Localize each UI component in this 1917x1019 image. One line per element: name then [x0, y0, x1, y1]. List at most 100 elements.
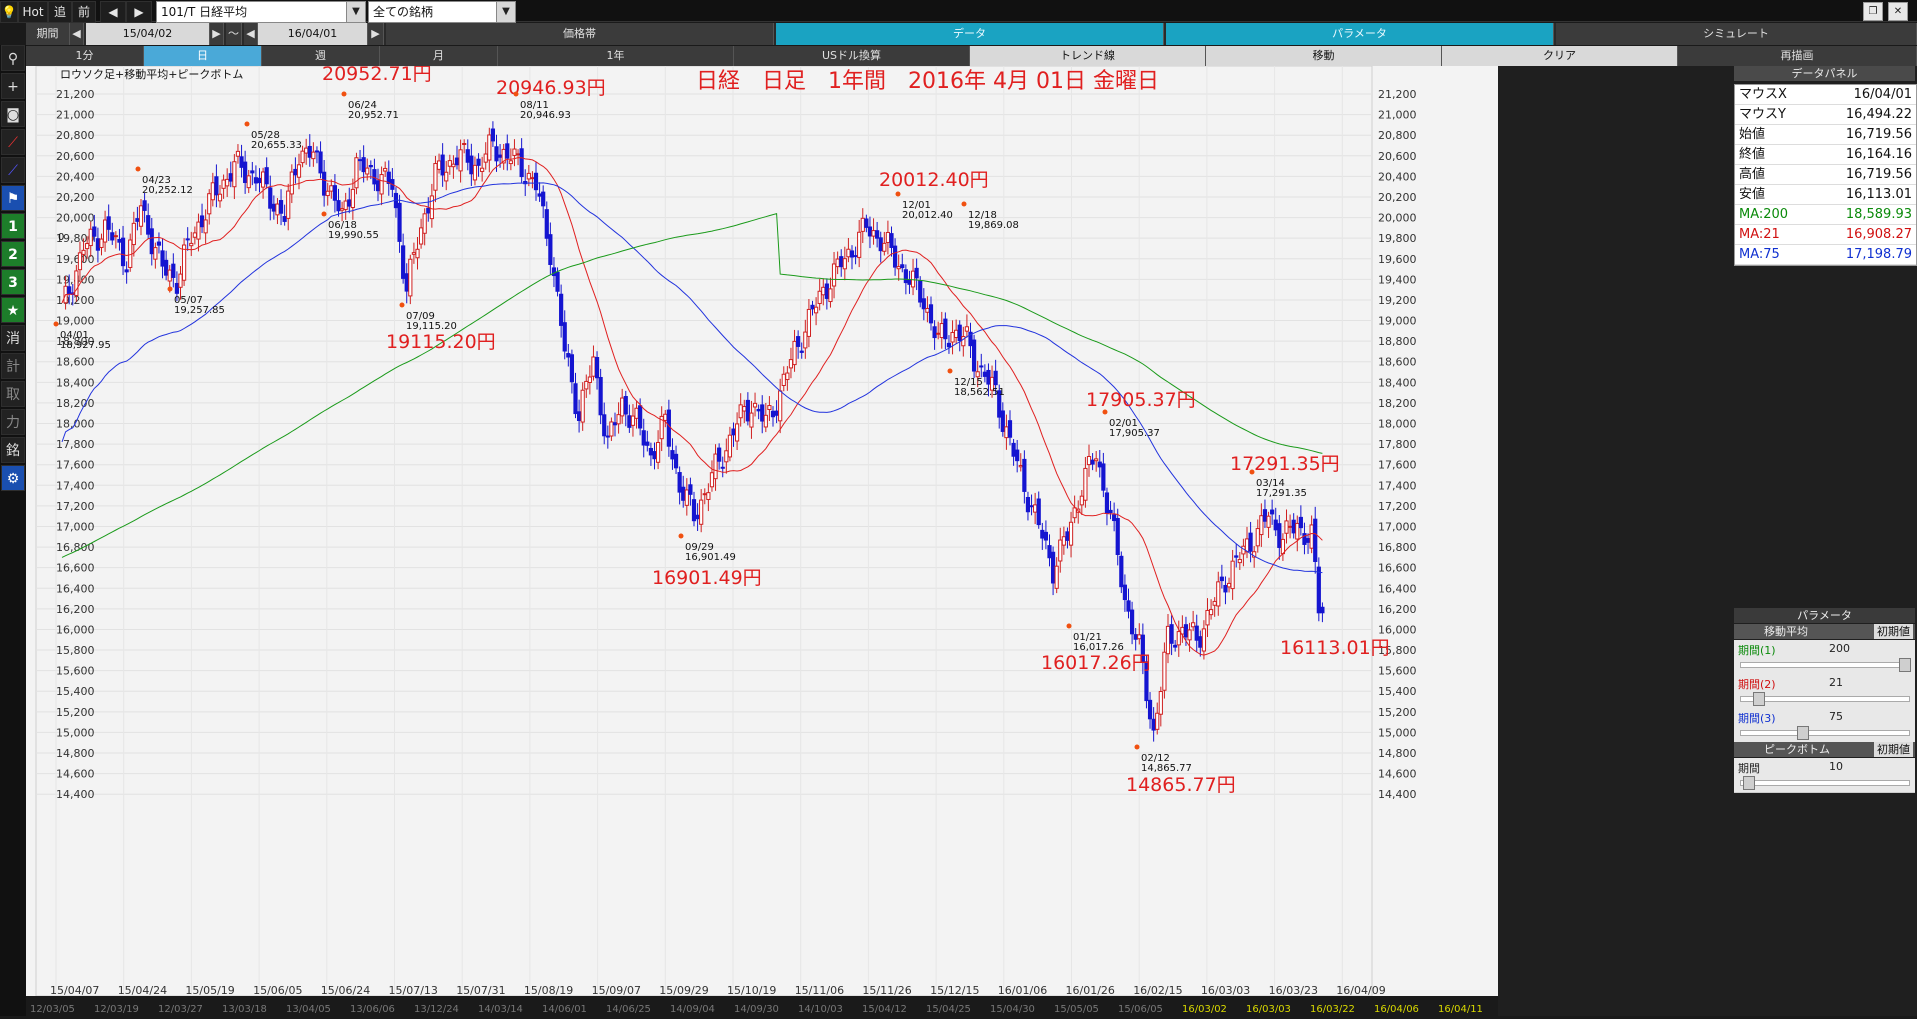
x-tick-label: 15/09/07 — [592, 984, 641, 996]
peak-date-label: 04/23 — [142, 175, 171, 186]
slider-knob[interactable] — [1743, 776, 1755, 790]
peak-bottom-slider[interactable] — [1740, 776, 1910, 790]
x-tick-label: 16/04/09 — [1336, 984, 1385, 996]
candlestick-chart[interactable]: 21,200 21,200 21,000 21,000 20,800 20,800 20,6… — [26, 66, 1498, 996]
candle-down — [652, 451, 657, 460]
line-chart-icon[interactable]: ⟋ — [1, 129, 25, 155]
power-button[interactable]: 力 — [1, 409, 25, 435]
preset-1-button[interactable]: 1 — [1, 213, 25, 239]
slider-knob[interactable] — [1753, 692, 1765, 706]
footer-date-label: 15/04/12 — [862, 1004, 907, 1015]
symbol-dropdown-icon[interactable]: ▼ — [346, 1, 366, 23]
candle-down — [770, 410, 776, 418]
candle-down — [67, 286, 72, 295]
search-icon[interactable]: ⚲ — [1, 45, 25, 71]
crosshair-icon[interactable]: + — [1, 73, 25, 99]
gear-icon[interactable]: ⚙ — [1, 465, 25, 491]
trend-chart-icon[interactable]: ⟋ — [1, 157, 25, 183]
brand-button[interactable]: 銘 — [1, 437, 25, 463]
restore-icon[interactable]: ❐ — [1863, 2, 1883, 21]
candle-up — [620, 397, 625, 417]
footer-date-label: 12/03/05 — [30, 1004, 75, 1015]
ma-reset-button[interactable]: 初期値 — [1874, 624, 1913, 639]
candle-up — [1259, 515, 1264, 536]
date-to-prev-icon[interactable]: ◀ — [244, 23, 258, 45]
date-from-input[interactable]: 15/04/02 — [86, 23, 210, 45]
candle-up — [217, 193, 223, 202]
erase-button[interactable]: 消 — [1, 325, 25, 351]
candle-down — [1119, 555, 1124, 588]
date-prev-icon[interactable]: ◀ — [70, 23, 84, 45]
candle-down — [1025, 496, 1031, 513]
date-to-input[interactable]: 16/04/01 — [258, 23, 368, 45]
peak-value-label: 19,990.55 — [328, 230, 379, 241]
flag-icon[interactable]: ⚑ — [1, 185, 25, 211]
x-tick-label: 15/06/05 — [253, 984, 302, 996]
trendline-button[interactable]: トレンド線 — [970, 46, 1206, 66]
candle-down — [156, 241, 162, 246]
candle-down — [440, 154, 445, 176]
x-tick-label: 15/04/07 — [50, 984, 99, 996]
close-icon[interactable]: ✕ — [1888, 2, 1908, 21]
ma-param-2-value[interactable]: 21 — [1829, 676, 1843, 689]
candle-up — [354, 157, 359, 189]
candle-down — [810, 304, 815, 310]
interval-1min-button[interactable]: 1分 — [26, 46, 144, 66]
y-tick-label-left: 16,400 — [56, 582, 95, 595]
candle-up — [591, 356, 596, 377]
data-panel-title: データパネル — [1734, 66, 1915, 81]
ma-param-1-slider[interactable] — [1740, 658, 1911, 672]
universe-select[interactable]: 全ての銘柄 — [368, 1, 502, 23]
star-icon[interactable]: ★ — [1, 297, 25, 323]
redraw-button[interactable]: 再描画 — [1678, 46, 1917, 66]
follow-button[interactable]: 追 — [48, 1, 72, 23]
candle-down — [160, 250, 165, 267]
interval-month-button[interactable]: 月 — [380, 46, 498, 66]
y-tick-label-left: 18,600 — [56, 356, 95, 369]
parameter-tab[interactable]: パラメータ — [1166, 23, 1554, 45]
move-button[interactable]: 移動 — [1206, 46, 1442, 66]
hot-button[interactable]: Hot — [18, 1, 48, 23]
ma-param-3-slider[interactable] — [1740, 726, 1910, 740]
symbol-input[interactable]: 101/T 日経平均 — [156, 1, 352, 23]
data-tab[interactable]: データ — [776, 23, 1164, 45]
range-1year-button[interactable]: 1年 — [498, 46, 734, 66]
slider-knob[interactable] — [1797, 726, 1809, 740]
interval-day-button[interactable]: 日 — [144, 46, 262, 66]
ma-param-2-slider[interactable] — [1740, 692, 1910, 706]
candle-up — [286, 190, 291, 219]
date-next-icon[interactable]: ▶ — [368, 23, 384, 45]
price-band-button[interactable]: 価格帯 — [386, 23, 774, 45]
y-tick-label-left: 14,400 — [56, 788, 95, 801]
candle-down — [544, 209, 549, 239]
preset-3-button[interactable]: 3 — [1, 269, 25, 295]
date-from-next-icon[interactable]: ▶ — [210, 23, 224, 45]
footer-date-label: 14/03/14 — [478, 1004, 523, 1015]
universe-dropdown-icon[interactable]: ▼ — [496, 1, 516, 23]
simulate-tab[interactable]: シミュレート — [1556, 23, 1917, 45]
usd-convert-button[interactable]: USドル換算 — [734, 46, 970, 66]
candle-up — [99, 238, 104, 248]
ma-param-1-value[interactable]: 200 — [1829, 642, 1850, 655]
slider-knob[interactable] — [1899, 658, 1911, 672]
y-tick-label-left: 17,800 — [56, 438, 95, 451]
interval-week-button[interactable]: 週 — [262, 46, 380, 66]
camera-icon[interactable]: ◙ — [1, 101, 25, 127]
candle-down — [1097, 461, 1102, 468]
lightbulb-icon[interactable]: 💡 — [0, 1, 18, 23]
candle-up — [1079, 495, 1084, 506]
peak-bottom-reset-button[interactable]: 初期値 — [1874, 742, 1913, 757]
candle-down — [250, 170, 255, 174]
candle-down — [454, 157, 460, 166]
previous-button[interactable]: 前 — [72, 1, 96, 23]
ma-param-3-value[interactable]: 75 — [1829, 710, 1843, 723]
calc-button[interactable]: 計 — [1, 353, 25, 379]
peak-bottom-period-value[interactable]: 10 — [1829, 760, 1843, 773]
forward-arrow-icon[interactable]: ▶ — [126, 1, 152, 23]
back-arrow-icon[interactable]: ◀ — [100, 1, 126, 23]
candle-up — [1208, 609, 1214, 616]
take-button[interactable]: 取 — [1, 381, 25, 407]
clear-button[interactable]: クリア — [1442, 46, 1678, 66]
data-row: 始値 16,719.56 — [1735, 125, 1916, 145]
preset-2-button[interactable]: 2 — [1, 241, 25, 267]
